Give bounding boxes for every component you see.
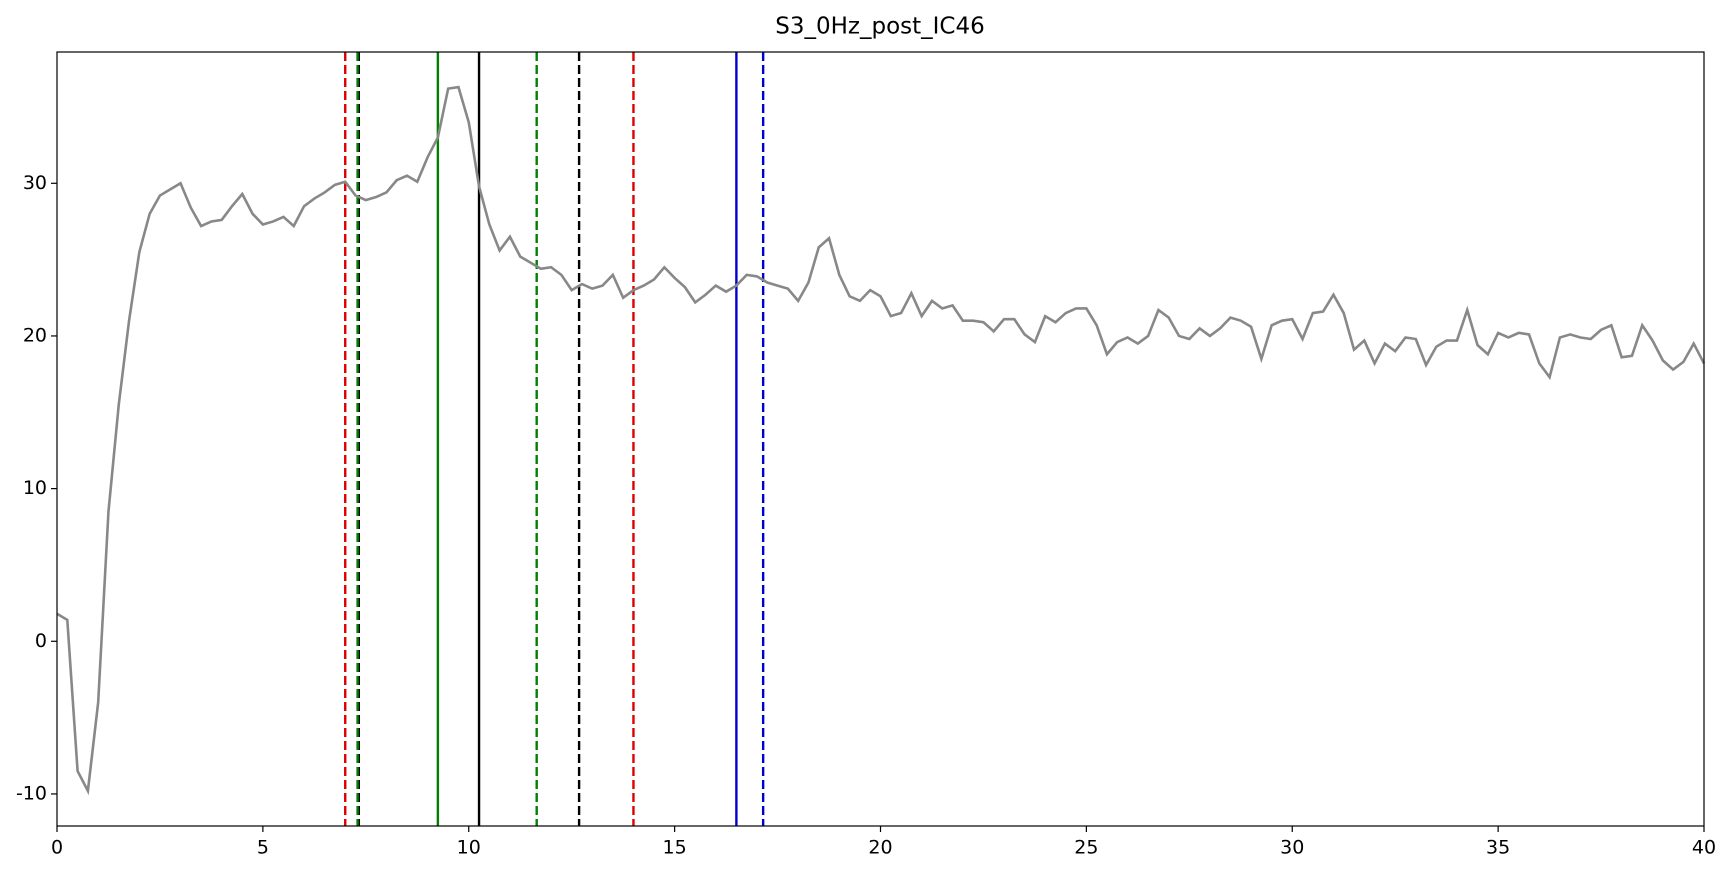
x-tick-label: 20	[868, 837, 892, 859]
chart-title: S3_0Hz_post_IC46	[775, 14, 985, 40]
x-tick-label: 30	[1280, 837, 1304, 859]
x-tick-label: 15	[663, 837, 687, 859]
x-tick-label: 5	[257, 837, 269, 859]
x-tick-label: 0	[51, 837, 63, 859]
y-tick-label: 30	[23, 172, 47, 194]
y-tick-label: 20	[23, 324, 47, 346]
data-line	[56, 85, 1706, 796]
y-tick-label: 0	[35, 630, 47, 652]
x-tick-label: 35	[1486, 837, 1510, 859]
x-tick-label: 40	[1692, 837, 1716, 859]
x-tick-label: 10	[457, 837, 481, 859]
y-tick-label: -10	[16, 782, 47, 804]
y-tick-label: 10	[23, 477, 47, 499]
x-tick-label: 25	[1074, 837, 1098, 859]
plot-frame	[56, 51, 1705, 827]
